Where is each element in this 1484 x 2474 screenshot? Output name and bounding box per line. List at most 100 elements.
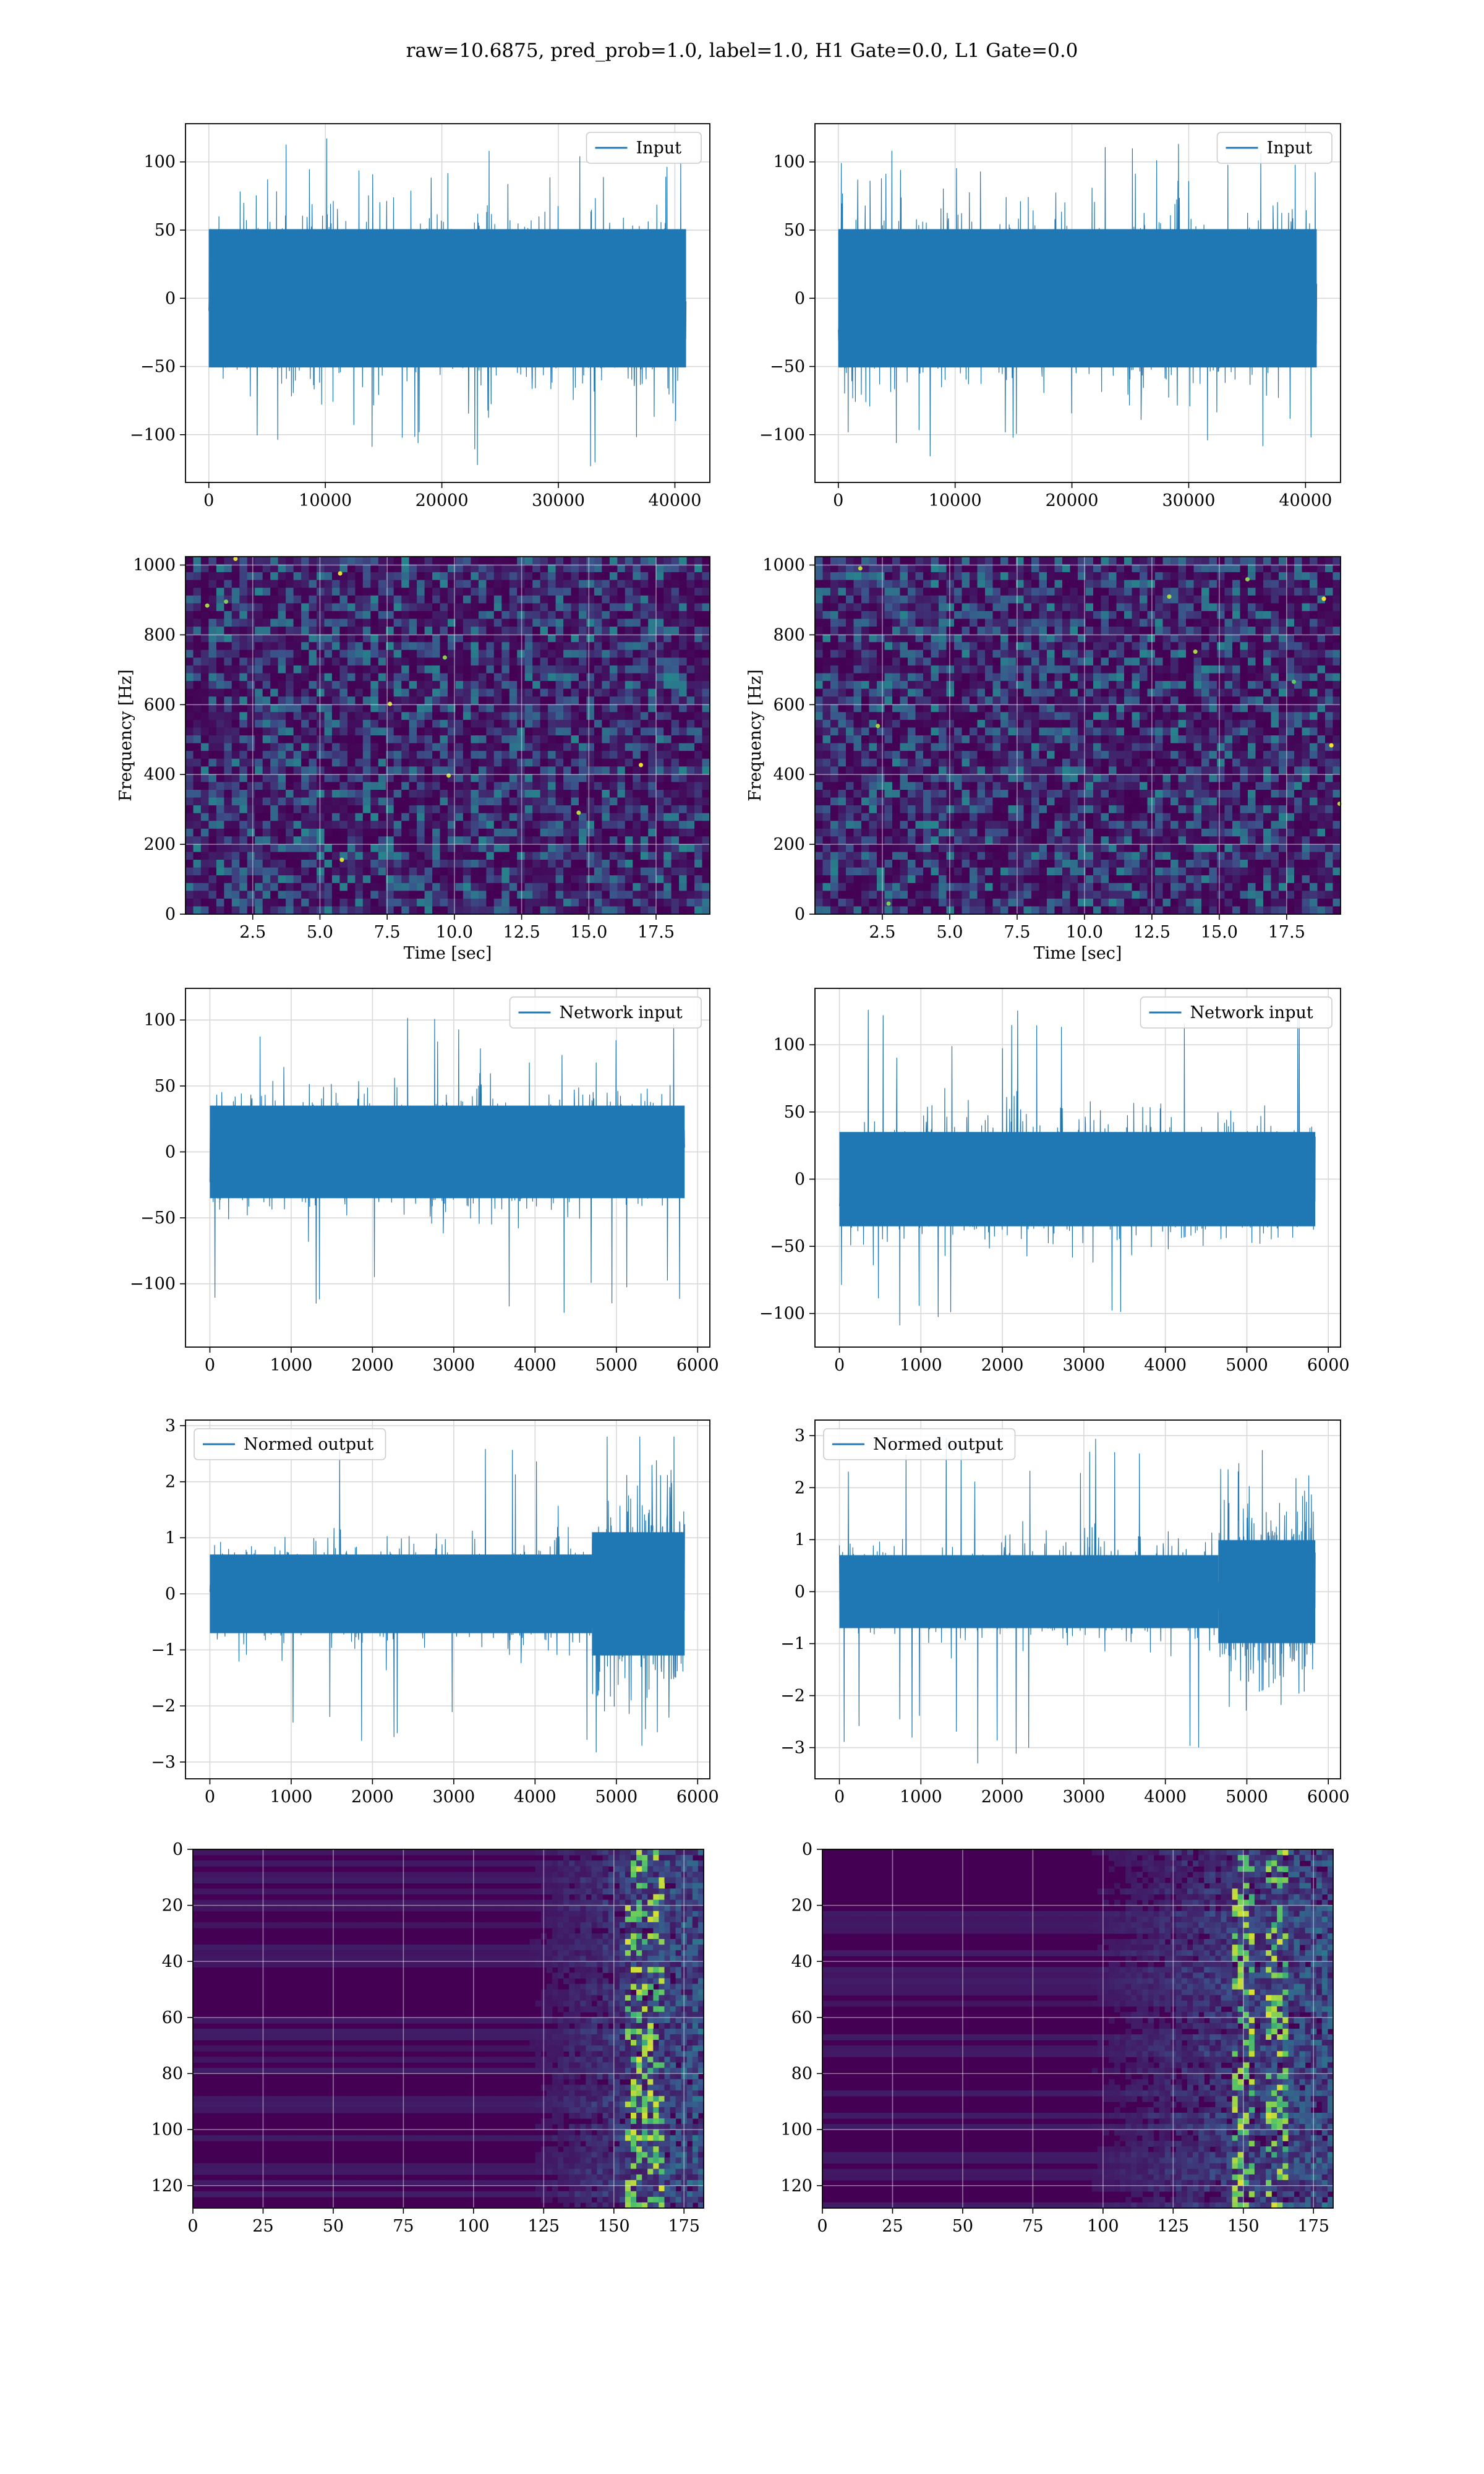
- heatmap-cell: [471, 564, 479, 573]
- heatmap-cell: [838, 611, 846, 620]
- heatmap-cell: [548, 743, 556, 751]
- heatmap-cell: [255, 588, 263, 596]
- heatmap-cell: [609, 611, 618, 620]
- heatmap-cell: [370, 883, 379, 891]
- heatmap-cell: [455, 797, 464, 806]
- heatmap-cell: [455, 588, 464, 596]
- heatmap-cell: [1186, 696, 1195, 705]
- heatmap-cell: [1155, 588, 1164, 596]
- heatmap-cell: [286, 634, 294, 643]
- heatmap-cell: [1078, 572, 1086, 581]
- heatmap-cell: [293, 572, 302, 581]
- heatmap-cell: [517, 688, 526, 697]
- heatmap-cell: [1317, 564, 1326, 573]
- heatmap-cell: [686, 564, 695, 573]
- heatmap-cell: [861, 665, 870, 674]
- heatmap-cell: [255, 642, 263, 651]
- heatmap-cell: [1062, 627, 1071, 635]
- heatmap-cell: [309, 727, 317, 736]
- heatmap-cell: [1193, 673, 1202, 682]
- heatmap-cell: [846, 557, 855, 565]
- heatmap-cell: [548, 735, 556, 744]
- heatmap-cell: [822, 657, 831, 666]
- heatmap-cell: [471, 580, 479, 588]
- heatmap-cell: [877, 588, 885, 596]
- heatmap-cell: [877, 603, 885, 612]
- heatmap-cell: [846, 595, 855, 604]
- heatmap-cell: [501, 642, 510, 651]
- heatmap-cell: [355, 883, 364, 891]
- heatmap-cell: [663, 898, 672, 907]
- heatmap-cell: [1140, 696, 1148, 705]
- heatmap-cell: [838, 696, 846, 705]
- heatmap-cell: [339, 751, 348, 760]
- heatmap-cell: [853, 580, 862, 588]
- heatmap-cell: [586, 891, 595, 899]
- heatmap-cell: [1232, 712, 1241, 721]
- heatmap-cell: [193, 891, 202, 899]
- heatmap-cell: [931, 627, 939, 635]
- heatmap-cell: [679, 557, 688, 565]
- heatmap-cell: [892, 665, 901, 674]
- heatmap-cell: [317, 719, 325, 729]
- heatmap-cell: [1124, 595, 1133, 604]
- heatmap-cell: [478, 712, 487, 721]
- heatmap-cell: [1000, 618, 1009, 627]
- heatmap-cell: [671, 627, 680, 635]
- heatmap-cell: [1317, 588, 1326, 596]
- heatmap-cell: [270, 883, 279, 891]
- heatmap-cell: [540, 572, 548, 581]
- heatmap-cell: [830, 588, 839, 596]
- heatmap-cell: [1116, 603, 1125, 612]
- heatmap-cell: [324, 627, 333, 635]
- heatmap-cell: [1062, 649, 1071, 658]
- heatmap-cell: [216, 665, 224, 674]
- heatmap-cell: [432, 642, 441, 651]
- heatmap-cell: [517, 735, 526, 744]
- heatmap-cell: [417, 844, 425, 853]
- heatmap-cell: [970, 665, 978, 674]
- heatmap-cell: [286, 821, 294, 829]
- heatmap-cell: [286, 588, 294, 596]
- heatmap-cell: [231, 673, 240, 682]
- heatmap-cell: [586, 618, 595, 627]
- heatmap-cell: [1162, 580, 1171, 588]
- heatmap-cell: [401, 673, 410, 682]
- heatmap-cell: [471, 588, 479, 596]
- heatmap-cell: [317, 657, 325, 666]
- heatmap-cell: [1201, 557, 1210, 565]
- heatmap-cell: [471, 867, 479, 876]
- heatmap-cell: [594, 580, 602, 588]
- heatmap-cell: [1232, 657, 1241, 666]
- heatmap-cell: [1224, 564, 1233, 573]
- heatmap-cell: [648, 712, 657, 721]
- heatmap-cell: [1178, 657, 1187, 666]
- heatmap-cell: [262, 906, 271, 915]
- heatmap-cell: [231, 688, 240, 697]
- heatmap-cell: [409, 572, 417, 581]
- heatmap-cell: [386, 867, 394, 876]
- heatmap-cell: [915, 719, 924, 729]
- heatmap-cell: [555, 906, 564, 915]
- heatmap-cell: [548, 572, 556, 581]
- heatmap-cell: [861, 704, 870, 713]
- heatmap-cell: [892, 557, 901, 565]
- heatmap-cell: [324, 735, 333, 744]
- heatmap-cell: [216, 875, 224, 884]
- heatmap-cell: [301, 906, 310, 915]
- heatmap-cell: [1085, 704, 1094, 713]
- heatmap-cell: [1155, 688, 1164, 697]
- heatmap-cell: [1279, 665, 1287, 674]
- heatmap-cell: [216, 782, 224, 790]
- heatmap-cell: [393, 836, 402, 845]
- heatmap-cell: [625, 766, 633, 775]
- heatmap-cell: [939, 673, 947, 682]
- heatmap-cell: [830, 681, 839, 690]
- heatmap-cell: [501, 836, 510, 845]
- heatmap-cell: [679, 867, 688, 876]
- heatmap-cell: [309, 642, 317, 651]
- heatmap-cell: [1209, 696, 1217, 705]
- heatmap-cell: [1093, 751, 1102, 760]
- heatmap-cell: [471, 875, 479, 884]
- heatmap-cell: [853, 735, 862, 744]
